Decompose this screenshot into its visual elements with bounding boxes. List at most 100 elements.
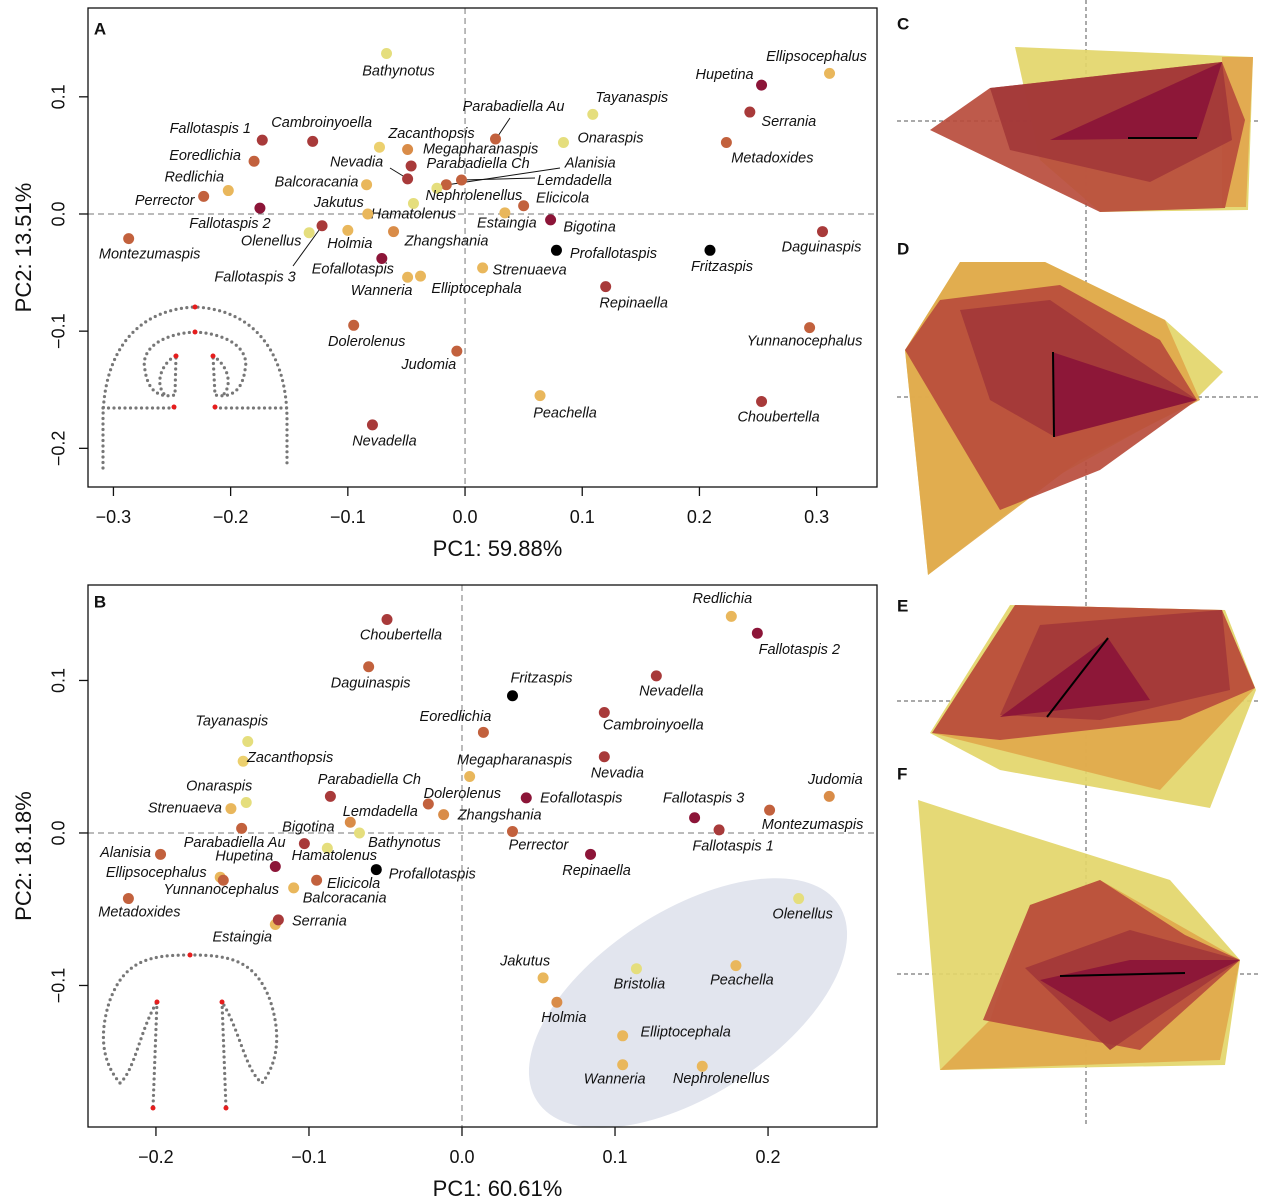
point-label: Profallotaspis (570, 246, 657, 262)
point (225, 803, 236, 814)
point-label: Fallotaspis 3 (663, 791, 744, 807)
point (507, 826, 518, 837)
x-tick-label: 0.1 (603, 1147, 628, 1167)
point-label: Cambroinyoella (271, 115, 372, 131)
y-tick-label: 0.0 (49, 201, 69, 226)
point (744, 107, 755, 118)
y-axis-title: PC2: 13.51% (11, 183, 36, 313)
point (456, 175, 467, 186)
point (288, 882, 299, 893)
point-label: Parabadiella Ch (318, 772, 421, 788)
point (249, 156, 260, 167)
point-label: Profallotaspis (389, 866, 476, 882)
point (402, 144, 413, 155)
point (824, 68, 835, 79)
point (721, 137, 732, 148)
panel-label: A (94, 19, 106, 38)
point (726, 611, 737, 622)
x-tick-label: 0.1 (570, 507, 595, 527)
point (478, 727, 489, 738)
point (451, 346, 462, 357)
point (764, 805, 775, 816)
point (198, 191, 209, 202)
point-label: Elicicola (536, 191, 589, 207)
point-label: Repinaella (599, 295, 668, 311)
y-axis-title: PC2: 18.18% (11, 791, 36, 921)
point-label: Jakutus (313, 195, 364, 211)
x-tick-label: −0.1 (291, 1147, 327, 1167)
point-label: Olenellus (241, 234, 301, 250)
point-label: Daguinaspis (782, 239, 862, 255)
y-tick-label: −0.1 (49, 313, 69, 349)
point (402, 272, 413, 283)
point (535, 390, 546, 401)
point (362, 208, 373, 219)
point-label: Choubertella (737, 409, 819, 425)
point-label: Serrania (292, 914, 347, 930)
point (257, 135, 268, 146)
point-label: Lemdadella (343, 804, 418, 820)
point-label: Peachella (533, 405, 597, 421)
point-label: Hupetina (215, 848, 273, 864)
point (585, 849, 596, 860)
point-label: Strenuaeva (148, 800, 222, 816)
point (651, 670, 662, 681)
point-label: Bathynotus (368, 835, 441, 851)
point (273, 914, 284, 925)
point (477, 262, 488, 273)
point-label: Eoredlichia (169, 148, 241, 164)
point (521, 792, 532, 803)
point (406, 160, 417, 171)
point (325, 791, 336, 802)
point (545, 214, 556, 225)
panel-label: D (897, 239, 909, 258)
point-label: Hupetina (696, 67, 754, 83)
point (438, 809, 449, 820)
point-label: Tayanaspis (195, 713, 268, 729)
point (354, 827, 365, 838)
point (402, 173, 413, 184)
point (752, 628, 763, 639)
point (793, 893, 804, 904)
point-label: Fallotaspis 3 (214, 270, 295, 286)
point-label: Bristolia (614, 977, 666, 993)
point-label: Fallotaspis 1 (170, 121, 251, 137)
outline-inset (103, 953, 276, 1111)
point-label: Olenellus (772, 906, 832, 922)
point (381, 48, 392, 59)
point (304, 227, 315, 238)
shape-panels (897, 0, 1258, 1125)
point-label: Fritzaspis (691, 259, 753, 275)
point-label: Hamatolenus (371, 206, 456, 222)
point (254, 203, 265, 214)
point-label: Redlichia (164, 169, 224, 185)
point-label: Parabadiella Ch (427, 156, 530, 172)
x-tick-label: 0.3 (804, 507, 829, 527)
point-label: Zhangshania (457, 807, 542, 823)
point (311, 875, 322, 886)
point-label: Nevadia (591, 766, 644, 782)
point-label: Metadoxides (98, 904, 180, 920)
point-label: Nevadella (639, 684, 704, 700)
point-label: Zacanthopsis (387, 126, 474, 142)
point (123, 233, 134, 244)
point (551, 245, 562, 256)
point-label: Tayanaspis (595, 90, 668, 106)
point (558, 137, 569, 148)
y-tick-label: 0.1 (49, 84, 69, 109)
point-label: Strenuaeva (493, 263, 567, 279)
point (317, 220, 328, 231)
point (587, 109, 598, 120)
point-label: Onaraspis (186, 778, 252, 794)
point-label: Nevadella (352, 434, 417, 450)
group-ellipse (487, 828, 889, 1178)
point (689, 812, 700, 823)
point (617, 1059, 628, 1070)
point (223, 185, 234, 196)
point (730, 960, 741, 971)
point-label: Holmia (541, 1010, 586, 1026)
point-label: Elicicola (327, 876, 380, 892)
point (617, 1030, 628, 1041)
point-label: Zhangshania (404, 233, 489, 249)
point (804, 322, 815, 333)
